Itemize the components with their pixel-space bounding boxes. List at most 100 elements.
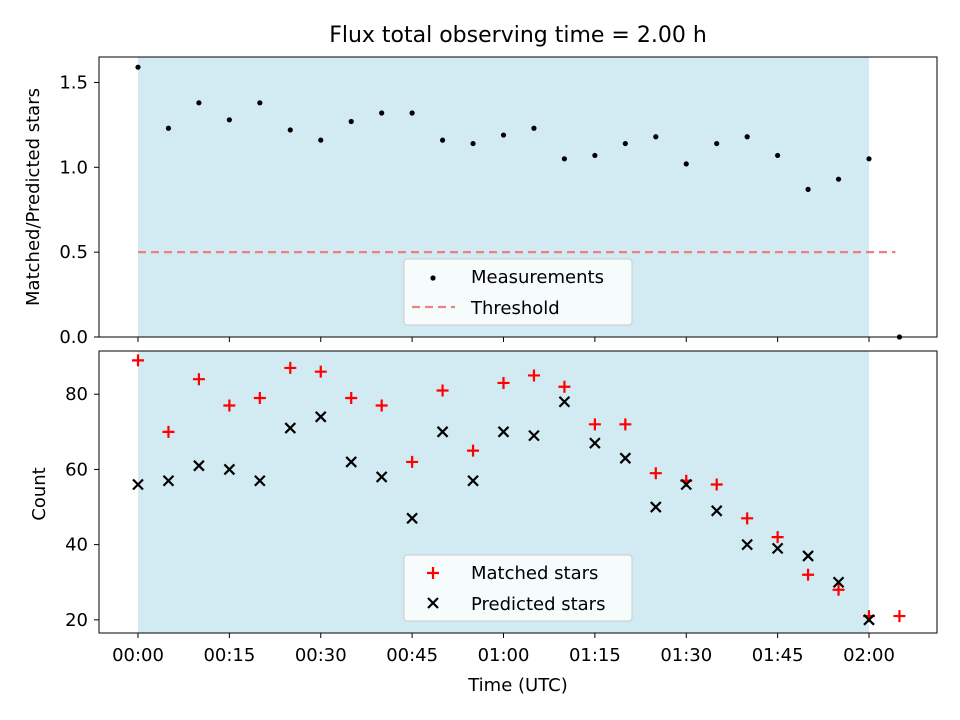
matched-star-point: [162, 425, 175, 438]
measurement-point: [379, 110, 385, 116]
measurement-point: [775, 152, 781, 159]
measurement-point: [744, 134, 750, 140]
y-tick-label: 1.0: [59, 157, 88, 178]
matched-star-point: [284, 361, 297, 374]
predicted-star-point: [436, 426, 449, 438]
predicted-star-point: [254, 474, 266, 487]
legend-threshold-label: Threshold: [470, 298, 560, 319]
measurement-point: [500, 132, 507, 138]
measurement-point: [135, 64, 141, 70]
x-tick-label: 00:15: [203, 645, 255, 666]
ratio-marks: [135, 64, 903, 340]
x-tick-label: 01:45: [752, 645, 804, 666]
ratio-panel: 0.0 0.5 1.0 1.5 Flux total observing time =…: [23, 23, 938, 348]
predicted-star-point: [314, 411, 327, 423]
measurement-point: [653, 134, 659, 140]
matched-star-point: [619, 418, 632, 431]
predicted-star-point: [710, 505, 723, 517]
x-tick-label: 00:45: [386, 645, 438, 666]
ratio-y-ticks: 0.0 0.5 1.0 1.5: [59, 72, 99, 348]
ratio-y-axis-label: Matched/Predicted stars: [23, 88, 44, 306]
count-axes-frame: [98, 350, 938, 634]
predicted-star-point: [162, 474, 175, 487]
matched-star-point: [406, 455, 419, 468]
measurement-point: [835, 176, 842, 182]
predicted-star-point: [589, 437, 601, 449]
legend-predicted-label: Predicted stars: [471, 594, 605, 615]
predicted-star-point: [375, 471, 388, 483]
matched-star-point: [314, 365, 327, 378]
measurement-point: [226, 117, 232, 123]
legend-measurements-label: Measurements: [471, 267, 604, 288]
ratio-legend-box: [403, 258, 633, 326]
count-legend: Matched stars Predicted stars: [403, 554, 633, 622]
y-tick-label: 0.0: [59, 327, 88, 348]
legend-predicted-marker: [427, 597, 439, 609]
legend-matched-marker: [427, 567, 439, 579]
measurement-point: [622, 140, 628, 147]
measurement-point: [561, 156, 568, 162]
x-tick-label: 01:30: [660, 645, 712, 666]
count-x-ticks: 00:00 00:15 00:30 00:45 01:00 01:15 01:30 01:45…: [112, 633, 895, 666]
matched-star-point: [832, 583, 845, 596]
x-tick-label: 02:00: [843, 645, 895, 666]
measurement-point: [714, 140, 720, 147]
measurement-point: [439, 137, 446, 143]
matched-star-point: [527, 369, 540, 382]
x-tick-label: 01:00: [478, 645, 530, 666]
matched-star-point: [558, 380, 571, 393]
legend-measurements-marker: [430, 275, 436, 281]
legend-matched-label: Matched stars: [471, 563, 598, 584]
matched-star-point: [497, 376, 510, 389]
measurement-point: [196, 100, 202, 106]
predicted-star-point: [132, 478, 144, 491]
measurement-point: [470, 140, 476, 147]
predicted-star-point: [802, 550, 814, 562]
x-axis-label: Time (UTC): [467, 675, 568, 696]
matched-star-point: [345, 392, 358, 404]
matched-star-point: [192, 373, 205, 386]
chart-title: Flux total observing time = 2.00 h: [329, 23, 707, 48]
predicted-star-point: [528, 429, 540, 442]
predicted-star-point: [223, 463, 236, 476]
measurement-point: [287, 127, 293, 133]
matched-star-point: [436, 384, 449, 397]
count-y-axis-label: Count: [29, 467, 50, 520]
matched-star-point: [741, 512, 754, 525]
predicted-star-point: [467, 474, 479, 487]
count-marks: [132, 354, 906, 626]
measurement-point: [805, 186, 811, 192]
predicted-star-point: [832, 576, 845, 589]
predicted-star-point: [406, 512, 418, 525]
ratio-axes-frame: [98, 56, 938, 338]
matched-star-point: [649, 467, 662, 480]
matched-star-point: [223, 399, 236, 412]
y-tick-label: 0.5: [59, 242, 88, 263]
y-tick-label: 20: [65, 610, 88, 631]
predicted-star-point: [284, 422, 297, 434]
predicted-star-point: [680, 478, 693, 491]
predicted-star-point: [619, 452, 632, 464]
predicted-star-point: [345, 456, 357, 468]
y-tick-label: 60: [65, 459, 88, 480]
y-tick-label: 1.5: [59, 72, 88, 93]
x-tick-label: 00:00: [112, 645, 164, 666]
measurement-point: [409, 110, 415, 116]
count-legend-box: [403, 554, 633, 622]
measurement-point: [866, 156, 872, 162]
predicted-star-point: [771, 542, 784, 555]
y-tick-label: 40: [65, 535, 88, 556]
measurement-point: [257, 100, 263, 106]
measurement-point: [592, 152, 598, 159]
x-tick-label: 00:30: [295, 645, 347, 666]
matched-star-point: [893, 610, 906, 623]
ratio-legend: Measurements Threshold: [403, 258, 633, 326]
measurement-point: [531, 125, 537, 131]
matched-star-point: [710, 478, 723, 491]
ratio-x-ticks: [137, 337, 870, 342]
predicted-star-point: [650, 501, 662, 513]
matched-star-point: [132, 354, 144, 367]
predicted-star-point: [558, 395, 571, 408]
